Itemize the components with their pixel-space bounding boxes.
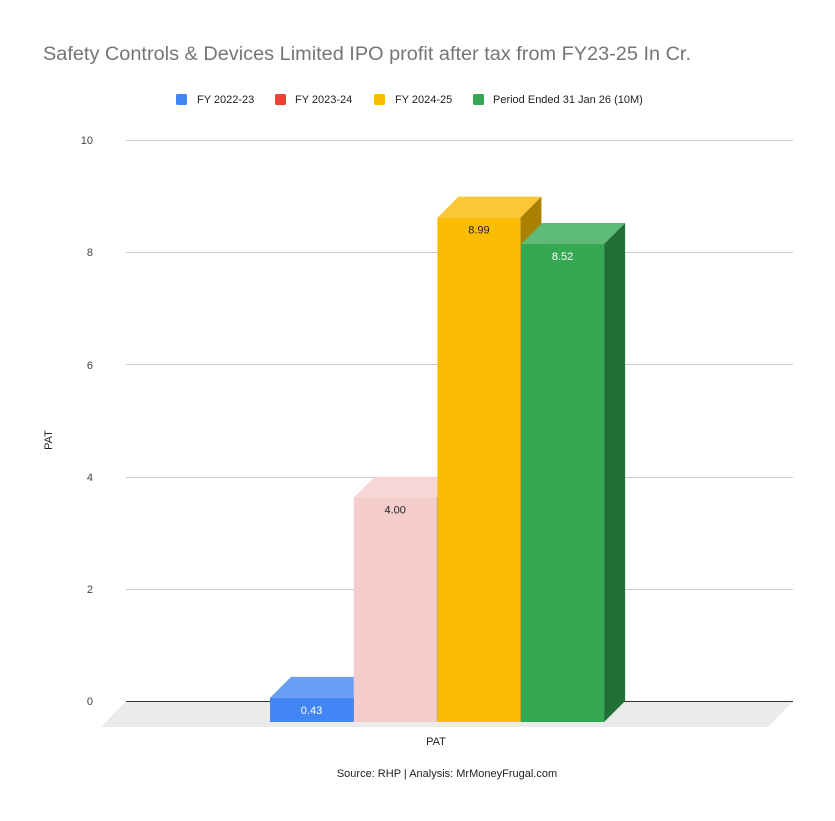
legend: FY 2022-23 FY 2023-24 FY 2024-25 Period …: [176, 94, 643, 106]
legend-swatch-red: [275, 94, 286, 105]
bar-side-face: [604, 223, 626, 722]
legend-label: FY 2023-24: [295, 94, 352, 106]
y-tick-label: 6: [87, 360, 93, 372]
bar-value-label: 0.43: [301, 705, 322, 717]
y-tick-label: 0: [87, 696, 93, 708]
legend-item-fy2023-24[interactable]: FY 2023-24: [275, 94, 352, 106]
bar-value-label: 8.52: [552, 251, 573, 263]
y-tick-label: 10: [81, 135, 93, 147]
bars: 0.43 4.00 8.99 8.52: [270, 196, 626, 722]
bar-value-label: 8.99: [468, 225, 489, 237]
legend-label: FY 2022-23: [197, 94, 254, 106]
bar-front-face: [270, 697, 353, 722]
y-axis-ticks: 0 2 4 6 8 10: [81, 135, 93, 708]
x-axis-category-label: PAT: [426, 736, 446, 748]
legend-swatch-blue: [176, 94, 187, 105]
bar-top-face: [521, 223, 626, 245]
y-tick-label: 2: [87, 584, 93, 596]
legend-label: Period Ended 31 Jan 26 (10M): [493, 94, 643, 106]
legend-label: FY 2024-25: [395, 94, 452, 106]
legend-swatch-yellow: [374, 94, 385, 105]
legend-swatch-green: [473, 94, 484, 105]
legend-item-fy2024-25[interactable]: FY 2024-25: [374, 94, 452, 106]
bar-period-ended-jan26[interactable]: 8.52: [521, 223, 626, 722]
bar-top-face: [270, 676, 374, 698]
legend-item-period-ended[interactable]: Period Ended 31 Jan 26 (10M): [473, 94, 643, 106]
y-axis-title: PAT: [43, 430, 55, 450]
y-tick-label: 4: [87, 472, 93, 484]
bar-value-label: 4.00: [384, 505, 405, 517]
legend-item-fy2022-23[interactable]: FY 2022-23: [176, 94, 254, 106]
chart-title: Safety Controls & Devices Limited IPO pr…: [43, 44, 691, 65]
bar-top-face: [353, 476, 458, 498]
bar-front-face: [353, 497, 437, 722]
bar-front-face: [437, 217, 521, 722]
source-caption: Source: RHP | Analysis: MrMoneyFrugal.co…: [337, 768, 557, 780]
bar-front-face: [521, 244, 605, 722]
bar-top-face: [437, 196, 542, 218]
y-tick-label: 8: [87, 247, 93, 259]
